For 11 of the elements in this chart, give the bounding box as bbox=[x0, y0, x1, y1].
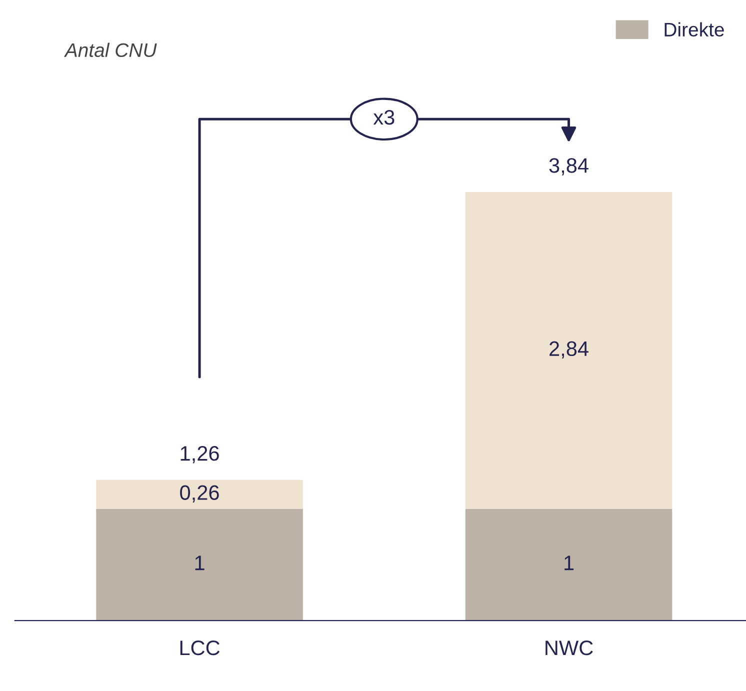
chart-subtitle: Antal CNU bbox=[64, 42, 157, 58]
data-label: 1 bbox=[564, 556, 574, 570]
data-label: 2,84 bbox=[550, 341, 588, 359]
legend-label: Direkte bbox=[664, 22, 724, 37]
text: x3 bbox=[373, 110, 394, 125]
x-tick-label: NWC bbox=[546, 640, 593, 656]
data-label: 1 bbox=[195, 556, 204, 570]
total-label: 1,26 bbox=[180, 446, 219, 464]
x-tick-label: LCC bbox=[180, 640, 220, 656]
total-label: 3,84 bbox=[549, 158, 588, 176]
data-label: 0,26 bbox=[180, 485, 219, 502]
